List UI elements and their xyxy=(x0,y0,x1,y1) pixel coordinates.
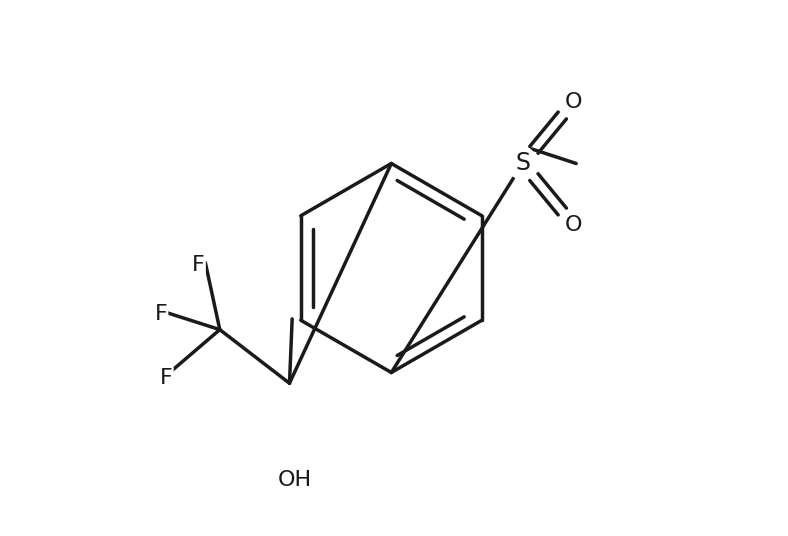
Text: O: O xyxy=(565,92,582,112)
Text: OH: OH xyxy=(278,470,312,490)
Text: F: F xyxy=(192,255,205,276)
Text: F: F xyxy=(154,303,167,324)
Text: O: O xyxy=(565,215,582,235)
Text: F: F xyxy=(160,368,173,388)
Text: S: S xyxy=(515,152,530,175)
